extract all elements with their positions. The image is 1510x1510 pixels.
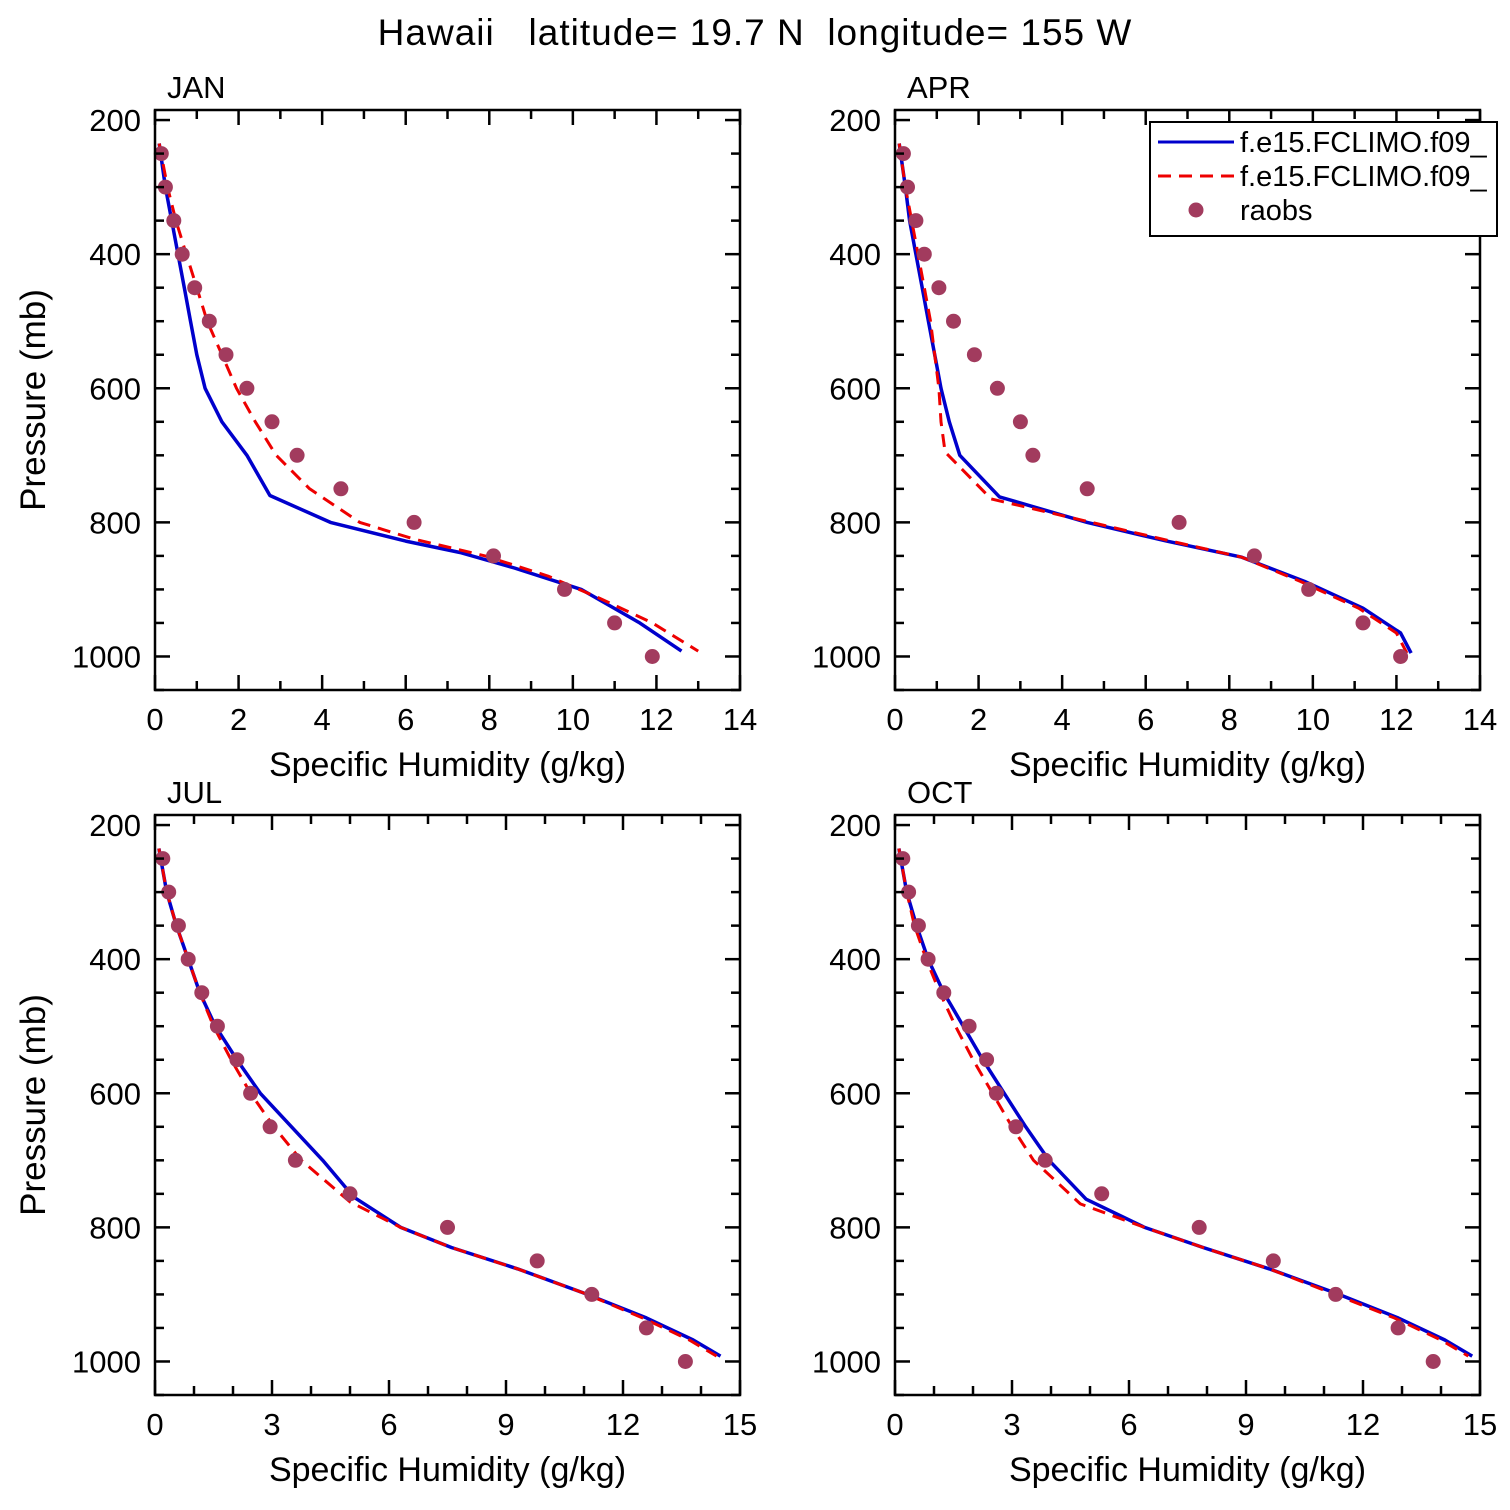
y-tick-label: 800 — [89, 1210, 141, 1245]
y-tick-label: 1000 — [72, 639, 141, 674]
x-tick-label: 2 — [970, 702, 987, 737]
x-tick-label: 0 — [886, 1407, 903, 1442]
legend-raobs-dot — [1188, 202, 1204, 218]
panel-JAN: 0 2 4 6 8 10 12 14 200 400 600 800 1000 JAN Specific H… — [72, 70, 757, 784]
y-tick-label: 600 — [829, 371, 881, 406]
x-tick-label: 2 — [230, 702, 247, 737]
x-tick-label: 8 — [1221, 702, 1238, 737]
raobs-points — [895, 146, 1409, 664]
panel-month-label: JUL — [167, 775, 222, 810]
y-tick-label: 400 — [829, 942, 881, 977]
y-axis-title: Pressure (mb) — [14, 994, 53, 1216]
x-tick-label: 12 — [639, 702, 673, 737]
panel-month-label: APR — [907, 70, 971, 105]
panel-month-label: OCT — [907, 775, 973, 810]
x-tick-label: 0 — [146, 702, 163, 737]
raobs-points — [895, 851, 1441, 1369]
plot-frame — [153, 108, 742, 692]
x-tick-label: 4 — [1054, 702, 1071, 737]
x-tick-label: 8 — [481, 702, 498, 737]
model-line-solid — [157, 848, 722, 1358]
raobs-points — [153, 146, 660, 664]
x-tick-label: 3 — [1003, 1407, 1020, 1442]
y-tick-label: 200 — [829, 103, 881, 138]
y-tick-label: 1000 — [72, 1344, 141, 1379]
x-tick-label: 10 — [1296, 702, 1330, 737]
figure-title: Hawaii latitude= 19.7 N longitude= 155 W — [377, 12, 1133, 53]
x-axis-title: Specific Humidity (g/kg) — [269, 1451, 626, 1489]
y-tick-label: 200 — [829, 808, 881, 843]
model-line-dashed — [157, 848, 718, 1358]
x-tick-label: 0 — [886, 702, 903, 737]
x-tick-label: 6 — [397, 702, 414, 737]
y-tick-label: 1000 — [812, 639, 881, 674]
x-tick-label: 3 — [263, 1407, 280, 1442]
model-line-solid — [157, 143, 683, 653]
y-tick-label: 400 — [89, 942, 141, 977]
x-tick-label: 14 — [723, 702, 757, 737]
x-tick-label: 9 — [1237, 1407, 1254, 1442]
y-tick-label: 800 — [89, 505, 141, 540]
panel-month-label: JAN — [167, 70, 226, 105]
model-line-solid — [897, 848, 1474, 1358]
x-tick-label: 6 — [1137, 702, 1154, 737]
panel-JUL: 0 3 6 9 12 15 200 400 600 800 1000 JUL Specific Humi… — [72, 775, 757, 1489]
y-tick-label: 800 — [829, 1210, 881, 1245]
panel-APR: 0 2 4 6 8 10 12 14 200 400 600 800 1000 APR Specific H… — [812, 70, 1497, 784]
y-tick-label: 600 — [829, 1076, 881, 1111]
y-tick-label: 400 — [89, 237, 141, 272]
raobs-points — [155, 851, 693, 1369]
y-tick-label: 600 — [89, 1076, 141, 1111]
panel-OCT: 0 3 6 9 12 15 200 400 600 800 1000 OCT Specific Humi… — [812, 775, 1497, 1489]
x-tick-label: 9 — [497, 1407, 514, 1442]
x-axis-title: Specific Humidity (g/kg) — [1009, 1451, 1366, 1489]
x-tick-label: 12 — [1379, 702, 1413, 737]
model-line-dashed — [897, 848, 1470, 1358]
plot-frame — [153, 813, 742, 1397]
model-line-dashed — [897, 143, 1409, 654]
x-tick-label: 14 — [1463, 702, 1497, 737]
y-tick-label: 200 — [89, 103, 141, 138]
legend-label: raobs — [1240, 195, 1313, 227]
x-tick-label: 10 — [556, 702, 590, 737]
model-line-dashed — [157, 143, 699, 653]
x-tick-label: 15 — [1463, 1407, 1497, 1442]
x-tick-label: 15 — [723, 1407, 757, 1442]
legend-label: f.e15.FCLIMO.f09_ — [1240, 127, 1487, 159]
y-tick-label: 800 — [829, 505, 881, 540]
x-axis-title: Specific Humidity (g/kg) — [1009, 746, 1366, 784]
x-tick-label: 0 — [146, 1407, 163, 1442]
y-tick-label: 200 — [89, 808, 141, 843]
y-tick-label: 600 — [89, 371, 141, 406]
y-tick-label: 1000 — [812, 1344, 881, 1379]
x-axis-title: Specific Humidity (g/kg) — [269, 746, 626, 784]
x-tick-label: 4 — [314, 702, 331, 737]
legend-label: f.e15.FCLIMO.f09_ — [1240, 161, 1487, 193]
y-tick-label: 400 — [829, 237, 881, 272]
plot-frame — [893, 813, 1482, 1397]
x-tick-label: 12 — [606, 1407, 640, 1442]
x-tick-label: 6 — [1120, 1407, 1137, 1442]
x-tick-label: 12 — [1346, 1407, 1380, 1442]
x-tick-label: 6 — [380, 1407, 397, 1442]
legend: f.e15.FCLIMO.f09_f.e15.FCLIMO.f09_raobs — [1149, 121, 1498, 237]
y-axis-title: Pressure (mb) — [14, 289, 53, 511]
